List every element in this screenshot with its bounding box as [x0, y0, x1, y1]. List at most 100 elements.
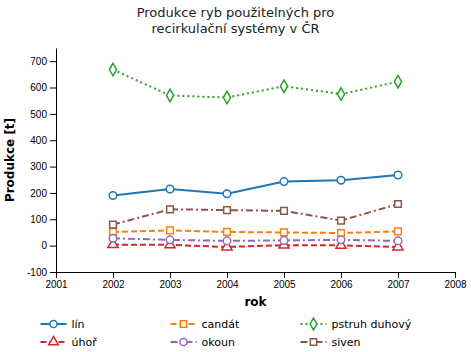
- y-tick-label: 600: [30, 82, 47, 93]
- series-line: [113, 70, 398, 98]
- y-tick-label: 200: [30, 188, 47, 199]
- legend-label: okoun: [202, 336, 235, 349]
- y-tick-label: 300: [30, 161, 47, 172]
- x-tick-label: 2004: [216, 279, 239, 290]
- y-tick-mark: [50, 114, 56, 115]
- legend-item: úhoř: [41, 336, 98, 349]
- y-tick-mark: [50, 272, 56, 273]
- x-axis-title: rok: [244, 295, 267, 309]
- chart: 20012002200320042005200620072008-1000100…: [0, 0, 471, 352]
- series-marker: [109, 192, 117, 200]
- y-tick: 500: [30, 109, 56, 120]
- series-marker: [337, 236, 345, 244]
- series-marker: [110, 221, 117, 228]
- series-marker: [280, 237, 288, 245]
- y-tick: 700: [30, 56, 56, 67]
- series-marker: [281, 208, 288, 215]
- y-tick-mark: [50, 140, 56, 141]
- series-marker: [109, 234, 117, 242]
- x-tick-mark: [455, 272, 456, 278]
- series-marker: [167, 227, 174, 234]
- y-axis-title: Produkce [t]: [3, 118, 17, 202]
- x-tick-label: 2005: [273, 279, 296, 290]
- y-tick-label: 500: [30, 109, 47, 120]
- legend-label: siven: [332, 336, 361, 349]
- y-tick: 100: [30, 214, 56, 225]
- y-axis-line: [56, 49, 57, 273]
- x-tick: 2005: [273, 272, 296, 290]
- y-tick-mark: [50, 88, 56, 89]
- legend-label: lín: [72, 318, 85, 331]
- legend: lín candát pstruh duhový úhoř okoun siven: [41, 318, 412, 349]
- legend-item: okoun: [171, 336, 235, 349]
- x-tick: 2002: [102, 272, 125, 290]
- x-tick-mark: [113, 272, 114, 278]
- series-marker: [280, 178, 288, 186]
- x-axis: 2001 2002 2003 2004 2005 2006 2007 2008: [45, 272, 467, 290]
- series-marker: [166, 185, 174, 193]
- series-marker: [394, 75, 401, 87]
- y-axis: -1000100200300400500600700: [27, 49, 57, 278]
- series-marker: [394, 171, 402, 179]
- legend-item: candát: [171, 318, 240, 331]
- series-line: [113, 204, 398, 225]
- title-line: recirkulační systémy v ČR: [152, 21, 320, 36]
- x-tick-mark: [56, 272, 57, 278]
- series-marker: [166, 89, 173, 101]
- y-tick: -100: [27, 267, 56, 278]
- legend-label: candát: [202, 318, 240, 331]
- x-tick-label: 2001: [45, 279, 68, 290]
- x-tick-label: 2008: [444, 279, 467, 290]
- y-tick-label: 700: [30, 56, 47, 67]
- marks: [108, 63, 403, 250]
- y-tick-mark: [50, 219, 56, 220]
- series-line: [113, 245, 398, 247]
- series-marker: [394, 237, 402, 245]
- series-marker: [338, 217, 345, 224]
- plot-area: 20012002200320042005200620072008-1000100…: [27, 49, 467, 291]
- y-tick-label: -100: [27, 267, 47, 278]
- series-marker: [224, 207, 231, 214]
- x-tick: 2003: [159, 272, 182, 290]
- x-tick-label: 2002: [102, 279, 125, 290]
- legend-label: úhoř: [72, 336, 98, 349]
- x-tick-mark: [227, 272, 228, 278]
- x-tick-mark: [398, 272, 399, 278]
- x-tick-label: 2003: [159, 279, 182, 290]
- series-marker: [395, 201, 402, 208]
- y-tick-mark: [50, 193, 56, 194]
- x-tick-mark: [341, 272, 342, 278]
- legend-item: siven: [301, 336, 361, 349]
- series-marker: [223, 91, 230, 103]
- series-line: [113, 230, 398, 233]
- x-tick-label: 2006: [330, 279, 353, 290]
- legend-marker: [310, 318, 317, 330]
- legend-item: pstruh duhový: [301, 318, 412, 331]
- x-tick-label: 2007: [387, 279, 410, 290]
- y-tick-mark: [50, 246, 56, 247]
- y-tick-mark: [50, 61, 56, 62]
- x-tick-mark: [284, 272, 285, 278]
- x-tick: 2007: [387, 272, 410, 290]
- legend-marker: [49, 336, 59, 344]
- series-marker: [281, 229, 288, 236]
- series-marker: [167, 206, 174, 213]
- y-tick-mark: [50, 167, 56, 168]
- series-marker: [337, 88, 344, 100]
- title: Produkce ryb použitelných prorecirkulačn…: [137, 5, 335, 36]
- legend-marker: [310, 339, 316, 345]
- title-line: Produkce ryb použitelných pro: [137, 5, 335, 20]
- legend-label: pstruh duhový: [332, 318, 412, 331]
- y-tick: 600: [30, 82, 56, 93]
- y-tick: 200: [30, 188, 56, 199]
- series-line: [113, 175, 398, 196]
- x-tick: 2001: [45, 272, 68, 290]
- x-tick: 2006: [330, 272, 353, 290]
- x-axis-line: [57, 272, 456, 273]
- y-tick: 300: [30, 161, 56, 172]
- series-marker: [223, 237, 231, 245]
- legend-marker: [180, 338, 187, 345]
- x-tick-mark: [170, 272, 171, 278]
- legend-marker: [50, 320, 57, 327]
- x-tick: 2008: [444, 272, 467, 290]
